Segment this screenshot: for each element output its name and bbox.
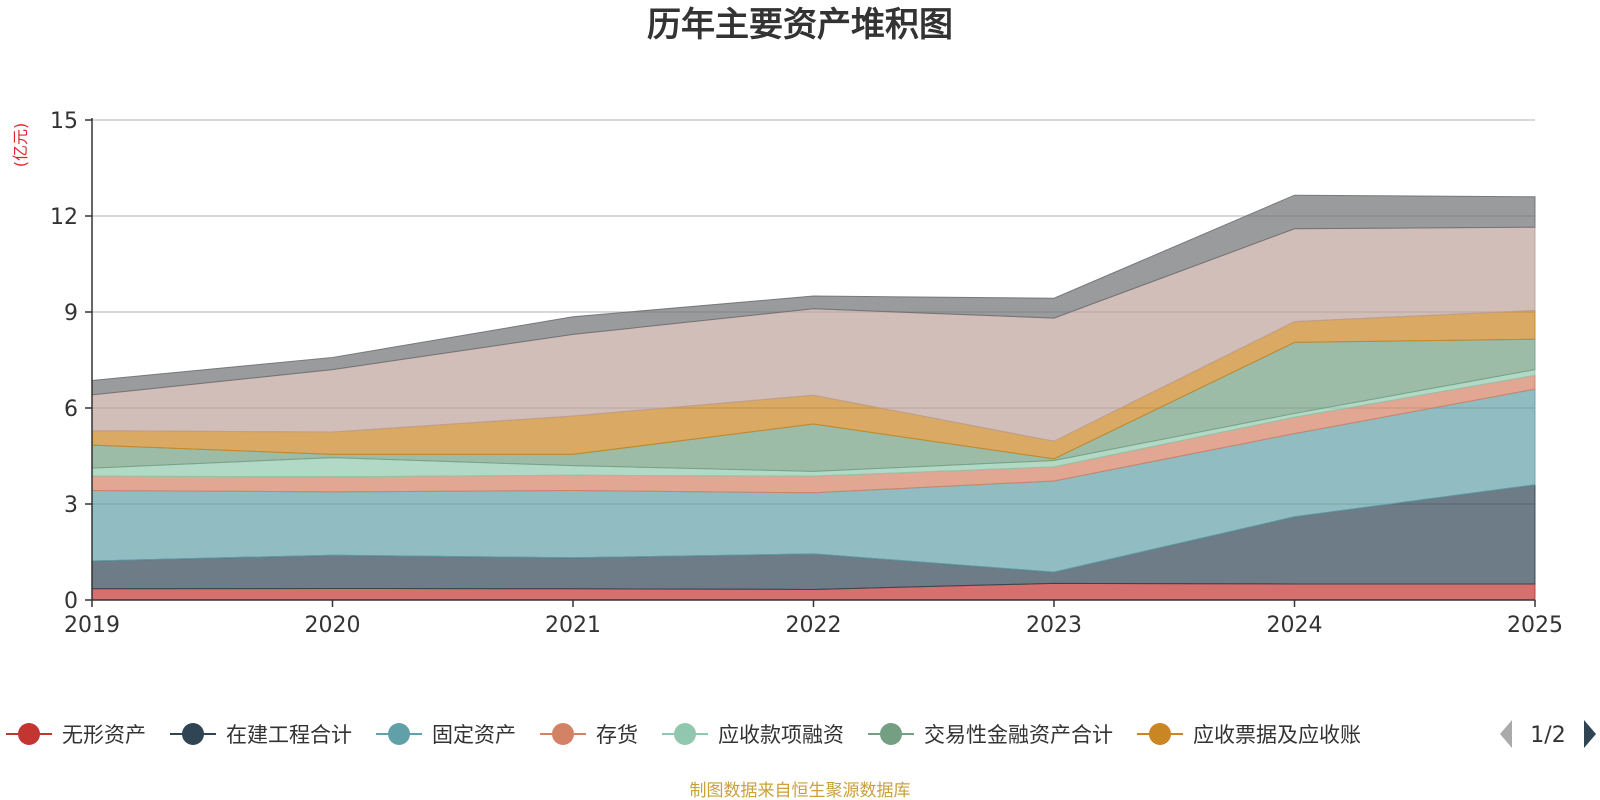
legend-item[interactable]: 无形资产: [6, 723, 146, 747]
y-tick-label: 12: [50, 205, 78, 230]
legend-label: 存货: [596, 723, 638, 747]
x-tick-label: 2022: [786, 613, 842, 638]
y-axis-unit-label: (亿元): [11, 123, 30, 168]
legend-label: 固定资产: [432, 723, 516, 747]
legend-circle-marker: [1149, 723, 1171, 745]
legend-label: 交易性金融资产合计: [924, 723, 1113, 747]
legend: 无形资产 在建工程合计 固定资产 存货 应收款项融资 交易性金融资产合计 应收票据及应收账 1…: [6, 720, 1596, 748]
legend-item[interactable]: 在建工程合计: [170, 723, 352, 747]
legend-label: 应收款项融资: [718, 723, 844, 747]
stacked-areas: [91, 194, 1536, 601]
legend-circle-marker: [388, 723, 410, 745]
legend-circle-marker: [552, 723, 574, 745]
x-tick-label: 2021: [545, 613, 601, 638]
y-tick-label: 9: [64, 301, 78, 326]
y-tick-label: 0: [64, 589, 78, 614]
axes: 0 3 6 9 12 15 2019 2020 2021 2022 2023 2024 2025: [50, 109, 1563, 638]
legend-circle-marker: [18, 723, 40, 745]
chart-title: 历年主要资产堆积图: [647, 5, 953, 45]
legend-item[interactable]: 固定资产: [376, 723, 516, 747]
y-tick-label: 15: [50, 109, 78, 134]
x-tick-label: 2024: [1267, 613, 1323, 638]
legend-label: 应收票据及应收账: [1193, 723, 1361, 747]
legend-circle-marker: [182, 723, 204, 745]
data-source-note: 制图数据来自恒生聚源数据库: [690, 781, 911, 800]
area-series-9: [91, 194, 1536, 396]
x-tick-label: 2023: [1026, 613, 1082, 638]
legend-item[interactable]: 应收票据及应收账: [1137, 723, 1361, 747]
y-tick-label: 6: [64, 397, 78, 422]
legend-label: 在建工程合计: [226, 723, 352, 747]
legend-circle-marker: [880, 723, 902, 745]
legend-item[interactable]: 应收款项融资: [662, 723, 844, 747]
x-tick-label: 2025: [1507, 613, 1563, 638]
triangle-left-icon[interactable]: [1500, 720, 1512, 748]
y-tick-label: 3: [64, 493, 78, 518]
x-tick-label: 2019: [64, 613, 120, 638]
triangle-right-icon[interactable]: [1584, 720, 1596, 748]
legend-label: 无形资产: [62, 723, 146, 747]
legend-item[interactable]: 交易性金融资产合计: [868, 723, 1113, 747]
legend-circle-marker: [674, 723, 696, 745]
legend-page-label: 1/2: [1530, 723, 1565, 748]
x-tick-label: 2020: [305, 613, 361, 638]
legend-item[interactable]: 存货: [540, 723, 638, 747]
